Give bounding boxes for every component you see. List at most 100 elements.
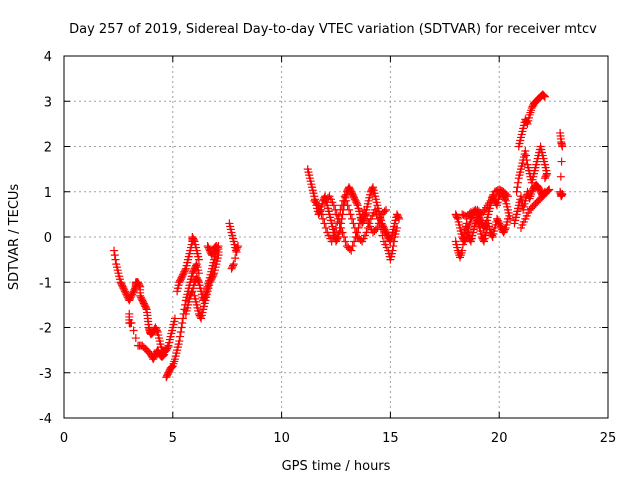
data-point-marker	[232, 248, 241, 257]
data-point-marker	[353, 228, 362, 237]
data-point-marker	[317, 210, 326, 219]
data-point-marker	[378, 231, 387, 240]
data-point-marker	[135, 281, 144, 290]
data-point-marker	[181, 309, 190, 318]
data-point-marker	[131, 334, 140, 343]
data-point-marker	[231, 254, 240, 263]
data-point-marker	[178, 314, 187, 323]
data-point-marker	[503, 192, 512, 201]
data-point-marker	[337, 223, 346, 232]
data-point-marker	[522, 151, 531, 160]
data-point-marker	[557, 157, 566, 166]
data-point-marker	[502, 190, 511, 199]
data-point-marker	[558, 190, 567, 199]
data-point-marker	[158, 352, 167, 361]
data-point-marker	[160, 350, 169, 359]
data-point-marker	[541, 172, 550, 181]
y-tick-label: 1	[44, 186, 52, 201]
data-point-marker	[354, 223, 363, 232]
data-point-marker	[189, 236, 198, 245]
data-point-marker	[388, 246, 397, 255]
x-tick-label: 0	[60, 431, 68, 446]
y-tick-label: -2	[39, 322, 52, 337]
data-point-marker	[462, 219, 471, 228]
data-point-marker	[458, 240, 467, 249]
data-point-marker	[343, 201, 352, 210]
data-point-marker	[330, 228, 339, 237]
data-point-marker	[340, 192, 349, 201]
data-point-marker	[111, 255, 120, 264]
data-point-marker	[129, 326, 138, 335]
data-point-marker	[453, 213, 462, 222]
data-point-marker	[234, 242, 243, 251]
data-point-marker	[392, 223, 401, 232]
data-point-marker	[382, 205, 391, 214]
data-point-marker	[347, 214, 356, 223]
data-point-marker	[212, 242, 221, 251]
data-point-marker	[176, 332, 185, 341]
data-point-marker	[458, 246, 467, 255]
data-point-marker	[314, 201, 323, 210]
x-tick-label: 25	[600, 431, 617, 446]
data-point-marker	[558, 142, 567, 151]
data-point-marker	[347, 246, 356, 255]
data-point-marker	[339, 233, 348, 241]
data-point-marker	[191, 276, 200, 285]
data-point-marker	[228, 263, 237, 272]
data-point-marker	[342, 196, 351, 205]
data-point-marker	[522, 156, 531, 165]
data-point-marker	[327, 237, 336, 246]
data-point-marker	[334, 214, 343, 223]
data-point-marker	[543, 186, 552, 195]
data-point-marker	[487, 231, 496, 240]
data-point-marker	[540, 174, 549, 183]
data-point-marker	[318, 214, 327, 223]
x-tick-label: 15	[382, 431, 399, 446]
data-point-marker	[321, 223, 330, 232]
y-tick-label: 3	[44, 95, 52, 110]
data-point-marker	[376, 214, 385, 223]
data-point-marker	[350, 237, 359, 246]
y-tick-label: 4	[44, 50, 52, 65]
data-point-marker	[110, 246, 119, 255]
data-point-marker	[512, 187, 521, 196]
axis-ticks	[63, 55, 609, 419]
data-point-marker	[196, 312, 205, 321]
data-point-marker	[227, 264, 236, 273]
data-point-marker	[192, 261, 201, 270]
x-tick-label: 20	[491, 431, 508, 446]
data-point-marker	[394, 213, 403, 222]
data-point-marker	[346, 210, 355, 219]
data-point-marker	[472, 216, 481, 225]
data-point-marker	[194, 269, 203, 278]
data-point-marker	[544, 186, 553, 195]
data-point-marker	[320, 219, 329, 228]
data-point-marker	[181, 266, 190, 275]
data-point-marker	[175, 337, 184, 346]
data-point-marker	[313, 199, 322, 208]
data-point-marker	[194, 255, 203, 264]
data-point-marker	[466, 236, 475, 245]
data-point-marker	[345, 205, 354, 214]
data-point-marker	[329, 201, 338, 210]
data-point-marker	[503, 214, 512, 223]
data-point-marker	[329, 233, 338, 241]
data-point-marker	[556, 172, 565, 181]
y-tick-label: -3	[39, 367, 52, 382]
data-point-marker	[540, 91, 549, 100]
data-point-marker	[163, 343, 172, 352]
data-point-marker	[361, 210, 370, 219]
data-point-marker	[395, 214, 404, 223]
data-point-marker	[316, 205, 325, 214]
y-tick-label: -1	[39, 276, 52, 291]
x-axis-label: GPS time / hours	[282, 459, 391, 474]
data-point-marker	[540, 92, 549, 101]
data-point-marker	[514, 178, 523, 187]
y-tick-label: -4	[39, 412, 52, 427]
data-point-marker	[332, 210, 341, 219]
data-point-marker	[360, 205, 369, 214]
data-point-marker	[348, 242, 357, 251]
data-point-marker	[374, 219, 383, 228]
data-point-marker	[159, 351, 168, 360]
